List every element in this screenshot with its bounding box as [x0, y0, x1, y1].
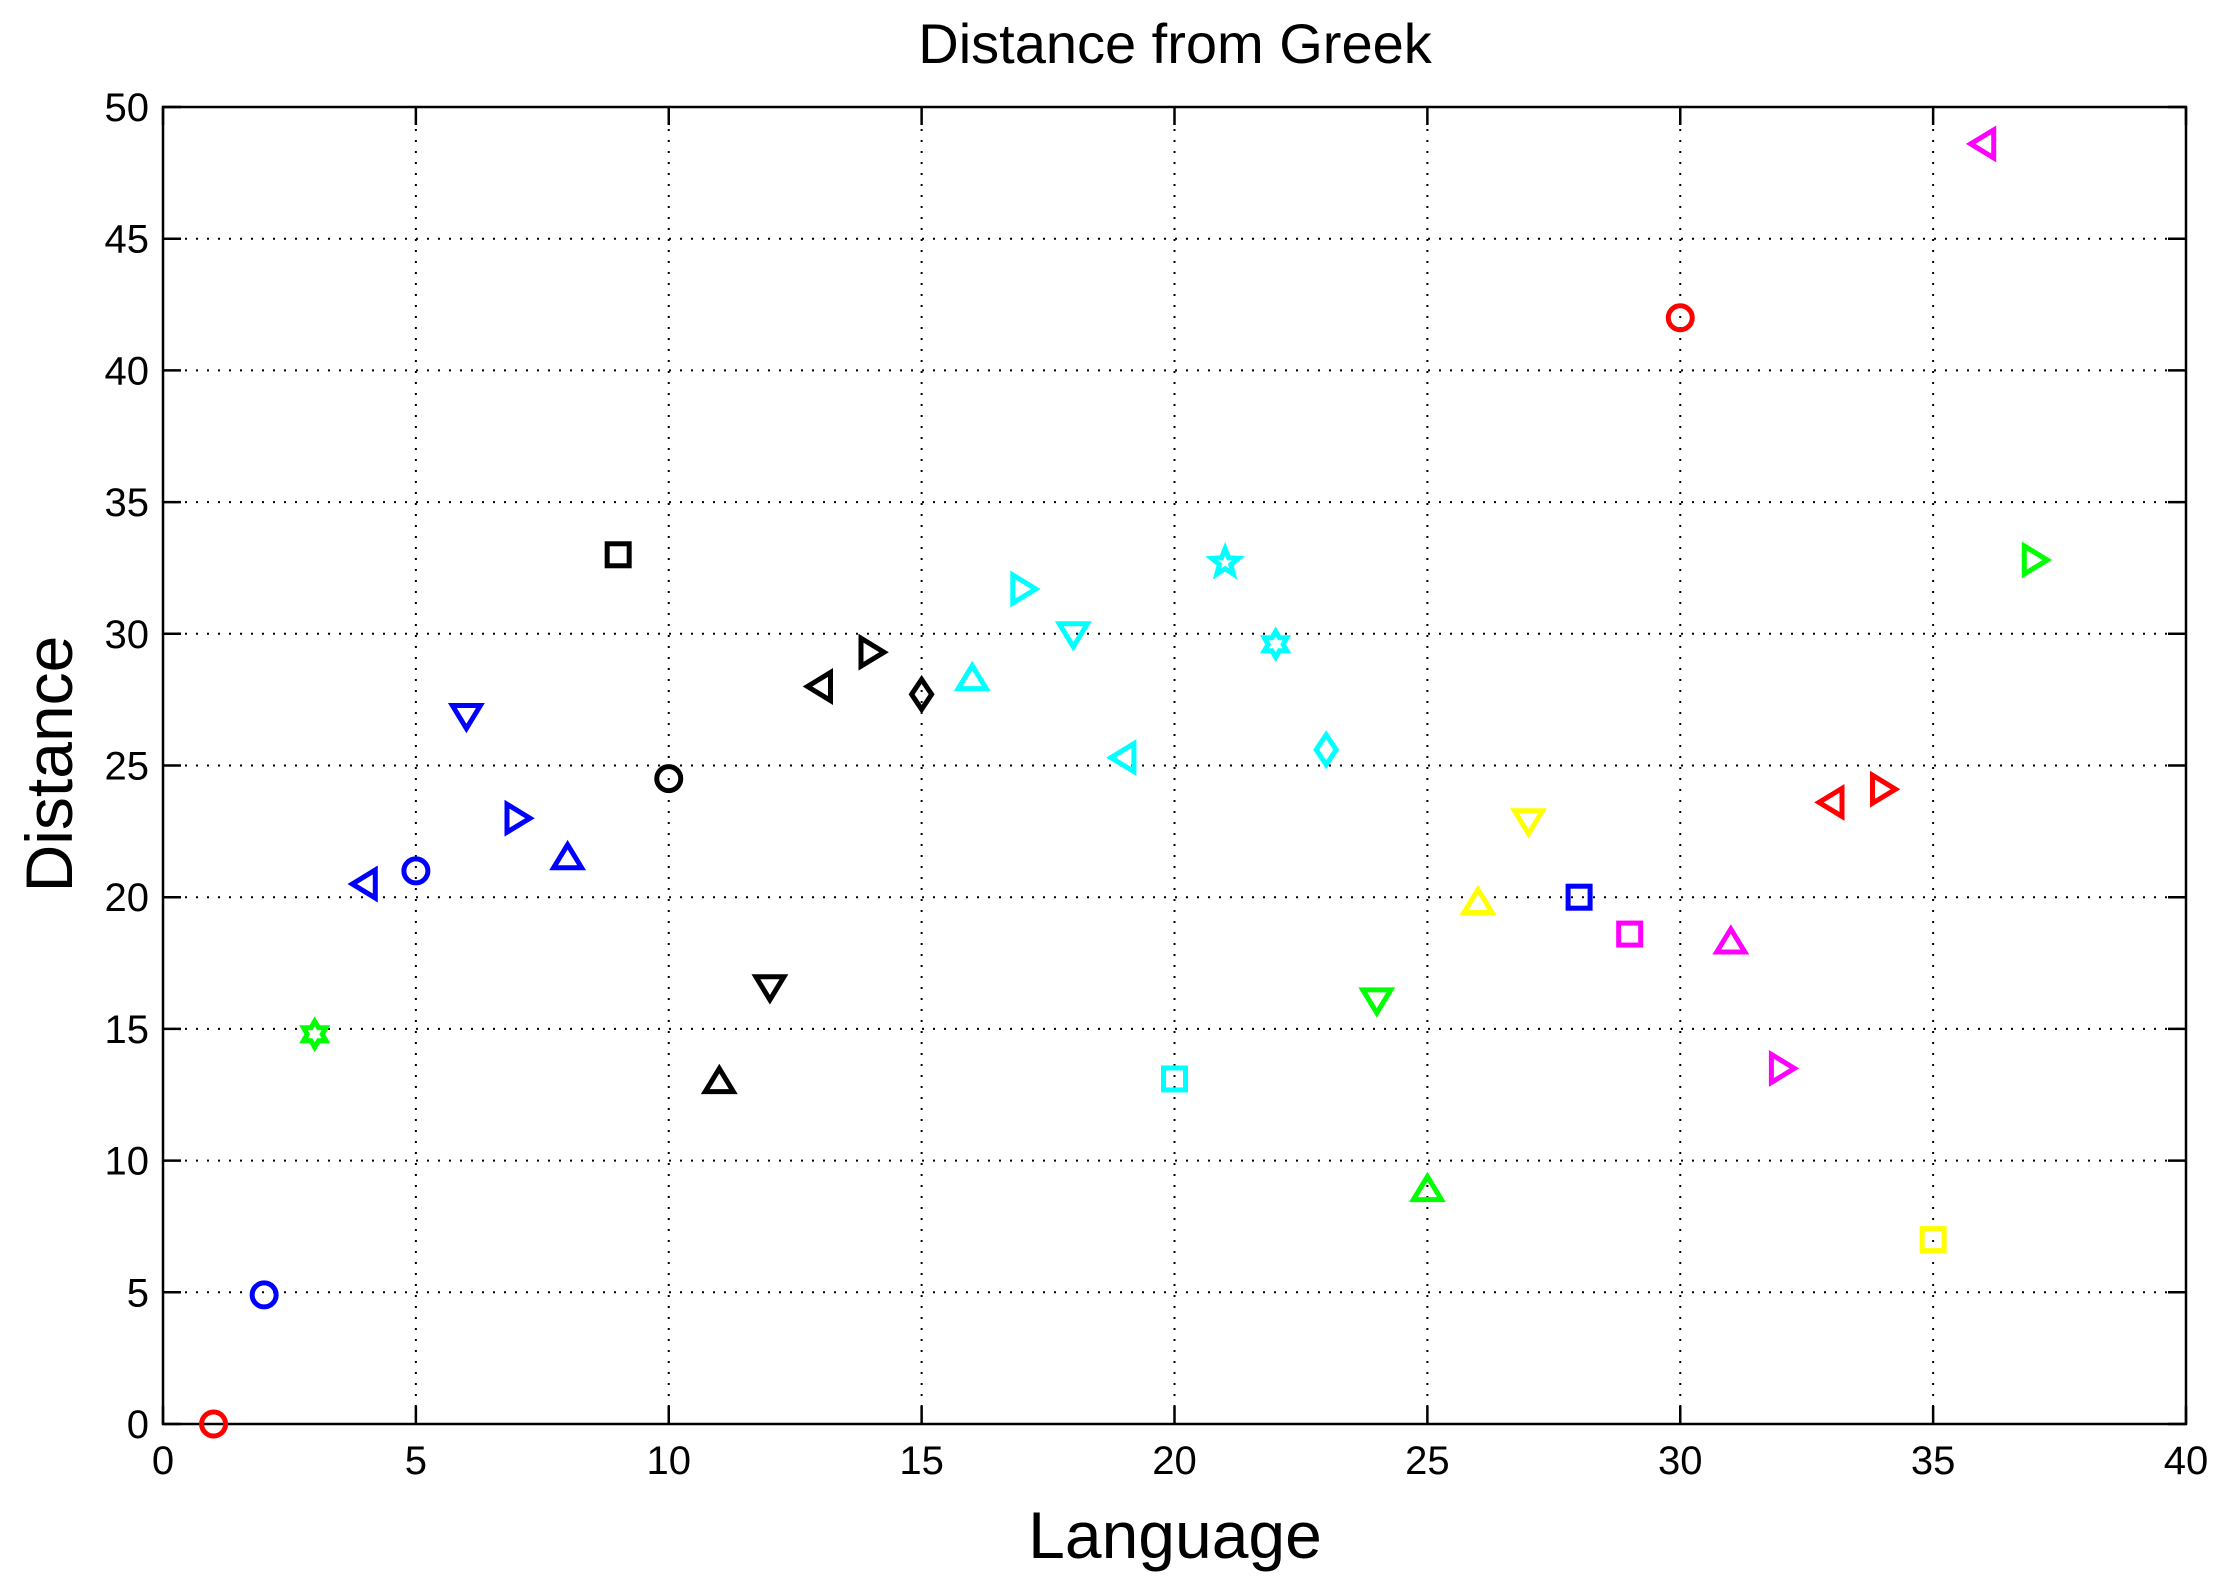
x-tick-label: 25 — [1405, 1439, 1450, 1483]
point-triangle-left — [802, 668, 833, 705]
point-square — [1616, 920, 1644, 948]
point-triangle-down — [1510, 808, 1547, 839]
y-tick-label: 20 — [105, 876, 150, 920]
y-tick-label: 50 — [105, 86, 150, 130]
point-square — [604, 541, 632, 569]
point-filled-circle — [1665, 303, 1695, 333]
y-tick-label: 30 — [105, 613, 150, 657]
x-tick-label: 5 — [405, 1439, 427, 1483]
x-tick-label: 30 — [1658, 1439, 1703, 1483]
point-triangle-right — [1010, 570, 1041, 608]
y-tick-label: 15 — [105, 1008, 150, 1052]
x-tick-labels: 0 5 10 15 20 25 30 35 40 — [152, 1439, 2208, 1483]
x-axis-label: Language — [1028, 1498, 1322, 1572]
point-diamond — [1313, 730, 1340, 770]
point-pentagram — [1205, 541, 1246, 580]
point-square — [1919, 1226, 1947, 1254]
point-triangle-left — [347, 865, 378, 903]
y-axis-label: Distance — [12, 636, 86, 893]
point-triangle-down — [447, 703, 485, 734]
chart-title: Distance from Greek — [918, 12, 1432, 75]
point-triangle-left — [1814, 783, 1845, 821]
point-triangle-up — [1712, 924, 1750, 955]
y-tick-label: 45 — [105, 218, 150, 262]
point-triangle-down — [751, 974, 789, 1005]
point-triangle-up — [1459, 884, 1497, 915]
point-hexagram — [299, 1016, 331, 1053]
x-tick-label: 35 — [1911, 1439, 1956, 1483]
point-triangle-up — [700, 1063, 738, 1095]
y-tick-label: 10 — [105, 1140, 150, 1184]
x-tick-label: 0 — [152, 1439, 174, 1483]
y-tick-label: 0 — [127, 1403, 149, 1447]
grid-lines — [163, 107, 2186, 1424]
x-tick-label: 20 — [1152, 1439, 1197, 1483]
y-tick-label: 40 — [105, 349, 150, 393]
x-tick-label: 15 — [899, 1439, 944, 1483]
x-tick-label: 10 — [647, 1439, 692, 1483]
point-triangle-up — [953, 660, 991, 692]
point-hexagram — [1260, 626, 1292, 663]
point-triangle-down — [1054, 621, 1092, 652]
point-triangle-right — [858, 633, 889, 671]
point-triangle-up — [1408, 1171, 1446, 1203]
point-triangle-up — [549, 839, 587, 871]
axis-ticks — [161, 105, 2188, 1426]
y-tick-label: 35 — [105, 481, 150, 525]
point-diamond — [908, 674, 935, 714]
point-square — [1161, 1065, 1188, 1093]
point-triangle-left — [1106, 739, 1137, 777]
y-tick-labels: 0 5 10 15 20 25 30 35 40 45 50 — [105, 86, 150, 1447]
point-triangle-down — [1358, 987, 1396, 1018]
point-square — [1565, 883, 1593, 911]
point-triangle-right — [1870, 770, 1901, 808]
plot-frame — [161, 105, 2188, 1426]
point-filled-circle — [249, 1280, 279, 1310]
point-triangle-right — [504, 799, 535, 837]
y-tick-label: 5 — [127, 1271, 149, 1315]
point-circle — [401, 856, 431, 886]
point-triangle-left — [1965, 125, 1997, 163]
point-circle — [654, 764, 684, 794]
point-triangle-right — [1768, 1049, 1800, 1087]
point-filled-circle — [199, 1409, 229, 1439]
point-triangle-right — [2021, 541, 2053, 579]
y-tick-label: 25 — [105, 745, 150, 789]
data-points — [199, 125, 2053, 1439]
x-tick-label: 40 — [2164, 1439, 2209, 1483]
